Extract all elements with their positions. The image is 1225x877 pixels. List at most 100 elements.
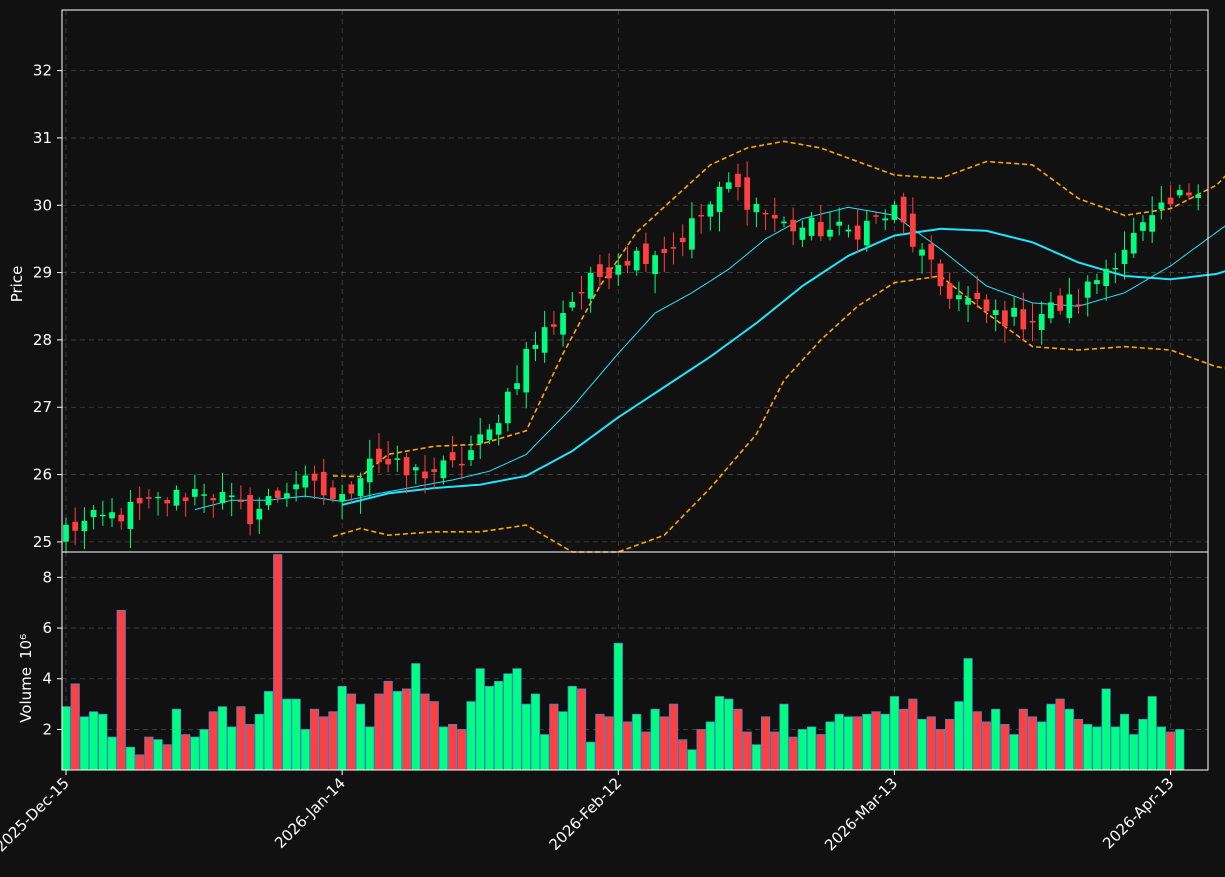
volume-bar	[448, 724, 458, 771]
candle-body	[504, 391, 511, 424]
volume-bar	[788, 736, 798, 771]
volume-bar	[411, 663, 421, 771]
x-tick-label: 2026-Apr-13	[1099, 774, 1177, 852]
volume-bar	[935, 729, 946, 771]
candle-body	[606, 267, 612, 279]
candle-body	[790, 219, 797, 232]
volume-bar	[319, 716, 329, 771]
price-tick-label: 29	[33, 264, 52, 282]
candle-body	[863, 220, 870, 246]
candle-body	[1048, 302, 1054, 319]
sma20-line	[341, 227, 1225, 506]
moving-averages	[194, 206, 1225, 511]
candle-body	[1075, 304, 1082, 306]
x-tick-label: 2026-Jan-14	[271, 774, 349, 852]
candle-body	[716, 186, 723, 213]
volume-bar	[190, 736, 200, 771]
candle-body	[937, 263, 944, 287]
volume-bar	[392, 691, 402, 771]
volume-bar	[374, 693, 384, 771]
candle-body	[256, 508, 263, 520]
volume-bar	[963, 658, 973, 771]
volume-bar	[714, 696, 725, 771]
candle-body	[1066, 294, 1073, 318]
candle-body	[302, 475, 309, 488]
candle-body	[192, 489, 198, 497]
volume-bar	[981, 721, 992, 771]
candle-body	[394, 458, 401, 460]
candle-body	[983, 299, 990, 312]
volume-bar	[346, 693, 356, 771]
candle-body	[514, 383, 520, 390]
candle-body	[72, 521, 79, 531]
volume-bar	[494, 680, 504, 771]
volume-bar	[1018, 708, 1028, 771]
candle-body	[1176, 190, 1183, 196]
candle-body	[698, 214, 704, 217]
candle-body	[1112, 267, 1119, 270]
volume-bar	[217, 706, 228, 771]
volume-bar	[1083, 724, 1093, 771]
candle-body	[891, 204, 898, 220]
volume-bar	[853, 716, 863, 771]
volume-bar	[1073, 718, 1084, 771]
volume-bar	[98, 713, 108, 771]
volume-bar	[825, 721, 835, 771]
x-tick-label: 2026-Feb-12	[545, 774, 625, 854]
candle-body	[422, 471, 428, 479]
volume-bar	[438, 726, 448, 771]
panel-frames	[61, 9, 1209, 771]
price-axis-label: Price	[8, 266, 26, 303]
candle-body	[956, 295, 962, 300]
candle-body	[1084, 281, 1091, 298]
volume-bar	[843, 716, 853, 771]
candle-body	[118, 514, 125, 522]
candle-body	[109, 512, 115, 519]
volume-bar	[300, 729, 310, 771]
candle-body	[366, 458, 373, 483]
candle-body	[311, 473, 318, 481]
volume-bar	[724, 698, 734, 771]
price-panel-frame	[61, 9, 1209, 553]
candle-body	[569, 301, 576, 308]
volume-bar	[1165, 731, 1176, 771]
volume-bar	[107, 736, 117, 771]
volume-bar	[751, 744, 761, 771]
volume-bar	[549, 703, 559, 771]
volume-bar	[1156, 726, 1166, 771]
candle-body	[145, 497, 152, 499]
volume-bar	[383, 680, 393, 771]
candle-body	[330, 487, 336, 500]
volume-bar	[954, 701, 964, 771]
volume-bar	[862, 713, 872, 771]
candle-body	[136, 497, 143, 504]
candle-body	[992, 310, 999, 315]
candle-body	[1057, 295, 1063, 311]
candle-body	[643, 243, 649, 265]
candle-body	[578, 291, 585, 294]
candle-body	[652, 255, 658, 275]
volume-bar	[512, 668, 522, 771]
price-tick-label: 32	[33, 62, 52, 80]
candle-body	[403, 457, 410, 476]
candle-body	[164, 499, 171, 504]
volume-bar	[1110, 726, 1120, 771]
candle-body	[127, 501, 134, 530]
candle-body	[909, 213, 916, 247]
candle-body	[1130, 232, 1137, 254]
candle-body	[228, 495, 235, 498]
candle-body	[624, 260, 631, 266]
candle-body	[412, 467, 419, 471]
candle-body	[845, 229, 852, 232]
candle-body	[799, 227, 806, 240]
candle-body	[633, 250, 640, 271]
volume-tick-label: 8	[42, 568, 52, 586]
candle-body	[523, 348, 530, 393]
volume-bar	[1147, 696, 1157, 771]
lower-band-line	[332, 275, 1225, 553]
volume-bar	[991, 708, 1001, 771]
volume-bar	[144, 736, 154, 771]
volume-bar	[162, 744, 172, 771]
volume-bars	[61, 554, 1185, 771]
